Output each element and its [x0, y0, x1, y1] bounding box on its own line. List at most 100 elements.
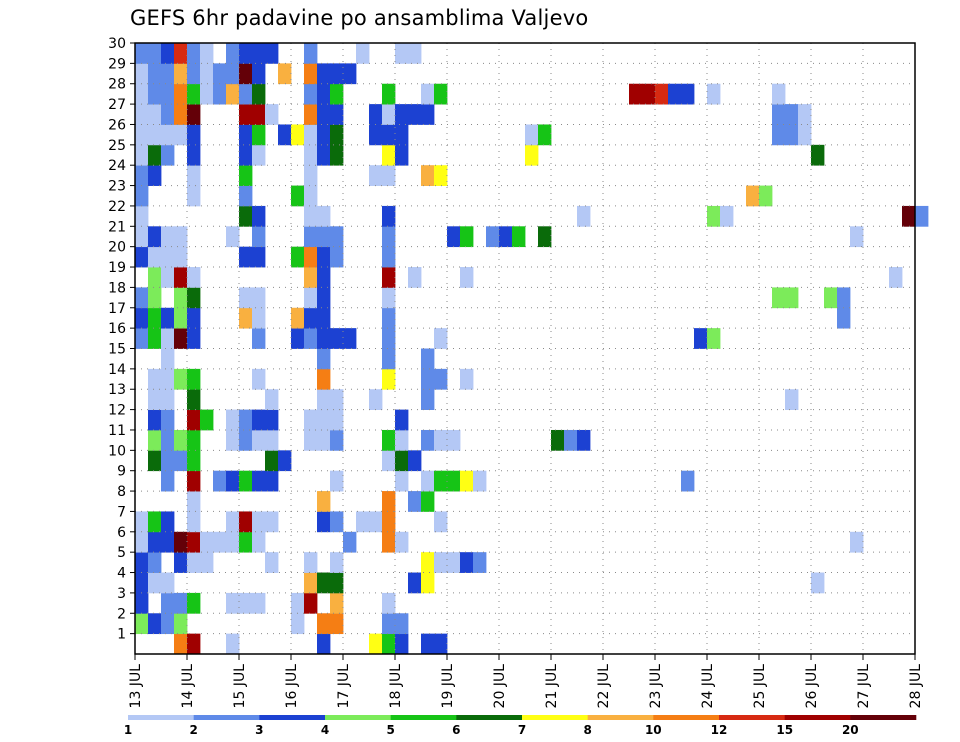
heatmap-cell — [239, 429, 253, 451]
legend-color-swatch — [587, 715, 654, 720]
heatmap-cell — [239, 592, 253, 614]
heatmap-cell — [798, 104, 812, 125]
heatmap-cell — [317, 246, 331, 268]
heatmap-cell — [187, 368, 201, 390]
heatmap-cell — [161, 83, 175, 105]
heatmap-cell — [330, 552, 344, 573]
heatmap-cell — [226, 226, 240, 248]
heatmap-cell — [551, 429, 565, 451]
y-tick-label: 26 — [108, 117, 126, 133]
legend-color-swatch — [128, 715, 194, 720]
heatmap-cell — [421, 83, 435, 105]
heatmap-cell — [291, 613, 305, 635]
heatmap-cell — [148, 246, 162, 268]
heatmap-cell — [434, 165, 448, 186]
heatmap-cell — [811, 144, 825, 166]
heatmap-cell — [330, 429, 344, 451]
heatmap-cell — [317, 307, 331, 329]
heatmap-cell — [525, 144, 539, 166]
heatmap-cell — [135, 572, 149, 594]
heatmap-cell — [135, 83, 149, 105]
y-tick-label: 17 — [108, 301, 126, 317]
heatmap-cell — [187, 552, 201, 573]
heatmap-cell — [304, 165, 318, 186]
heatmap-cell — [135, 246, 149, 268]
heatmap-cell — [187, 328, 201, 349]
heatmap-cell — [252, 226, 266, 248]
heatmap-cell — [239, 165, 253, 186]
heatmap-cell — [187, 124, 201, 146]
legend-color-swatch — [390, 715, 457, 720]
legend-level-label: 15 — [776, 723, 793, 737]
heatmap-cell — [382, 531, 396, 553]
heatmap-cell — [174, 450, 188, 472]
heatmap-cell — [447, 226, 461, 248]
heatmap-cell — [577, 429, 591, 451]
heatmap-cell — [148, 328, 162, 349]
heatmap-cell — [291, 328, 305, 349]
heatmap-cell — [265, 450, 279, 472]
heatmap-cell — [382, 450, 396, 472]
heatmap-cell — [785, 104, 799, 125]
heatmap-cell — [239, 531, 253, 553]
heatmap-cell — [161, 572, 175, 594]
heatmap-cell — [317, 389, 331, 410]
heatmap-cell — [135, 124, 149, 146]
heatmap-cell — [395, 409, 409, 431]
y-tick-label: 8 — [117, 484, 126, 500]
heatmap-cell — [161, 226, 175, 248]
y-tick-label: 30 — [108, 36, 126, 52]
x-tick-label: 16 JUL — [284, 664, 300, 709]
heatmap-cell — [291, 124, 305, 146]
heatmap-cell — [135, 43, 149, 64]
heatmap-cell — [330, 328, 344, 349]
legend-color-swatch — [325, 715, 391, 720]
heatmap-cell — [395, 531, 409, 553]
heatmap-cell — [317, 104, 331, 125]
heatmap-cell — [239, 185, 253, 207]
heatmap-cell — [330, 511, 344, 533]
heatmap-cell — [187, 389, 201, 410]
heatmap-cell — [239, 205, 253, 227]
heatmap-cell — [785, 287, 799, 309]
heatmap-cell — [239, 43, 253, 64]
legend-color-swatch — [850, 715, 917, 720]
heatmap-cell — [304, 592, 318, 614]
heatmap-cell — [252, 328, 266, 349]
heatmap-cell — [460, 552, 474, 573]
x-tick-label: 26 JUL — [804, 664, 820, 709]
heatmap-cell — [239, 144, 253, 166]
heatmap-cell — [720, 205, 734, 227]
heatmap-cell — [538, 124, 552, 146]
heatmap-cell — [330, 124, 344, 146]
heatmap-cell — [369, 165, 383, 186]
heatmap-cell — [382, 613, 396, 635]
heatmap-cell — [252, 429, 266, 451]
heatmap-cell — [304, 328, 318, 349]
heatmap-cell — [577, 205, 591, 227]
heatmap-cell — [187, 43, 201, 64]
heatmap-cell — [187, 470, 201, 492]
legend-color-swatch — [259, 715, 326, 720]
heatmap-cell — [330, 246, 344, 268]
heatmap-cell — [291, 246, 305, 268]
heatmap-cell — [369, 511, 383, 533]
heatmap-cell — [369, 633, 383, 655]
heatmap-cell — [174, 267, 188, 288]
y-tick-label: 28 — [108, 77, 126, 93]
heatmap-cell — [148, 450, 162, 472]
heatmap-cell — [161, 124, 175, 146]
x-tick-label: 23 JUL — [648, 664, 664, 709]
heatmap-cell — [317, 633, 331, 655]
heatmap-cell — [135, 307, 149, 329]
heatmap-cell — [265, 429, 279, 451]
heatmap-cell — [629, 83, 643, 105]
heatmap-cell — [850, 531, 864, 553]
heatmap-cell — [408, 43, 422, 64]
heatmap-cell — [265, 470, 279, 492]
x-tick-label: 15 JUL — [232, 664, 248, 709]
heatmap-cell — [174, 592, 188, 614]
heatmap-cell — [382, 104, 396, 125]
heatmap-cell — [434, 470, 448, 492]
heatmap-cell — [161, 307, 175, 329]
